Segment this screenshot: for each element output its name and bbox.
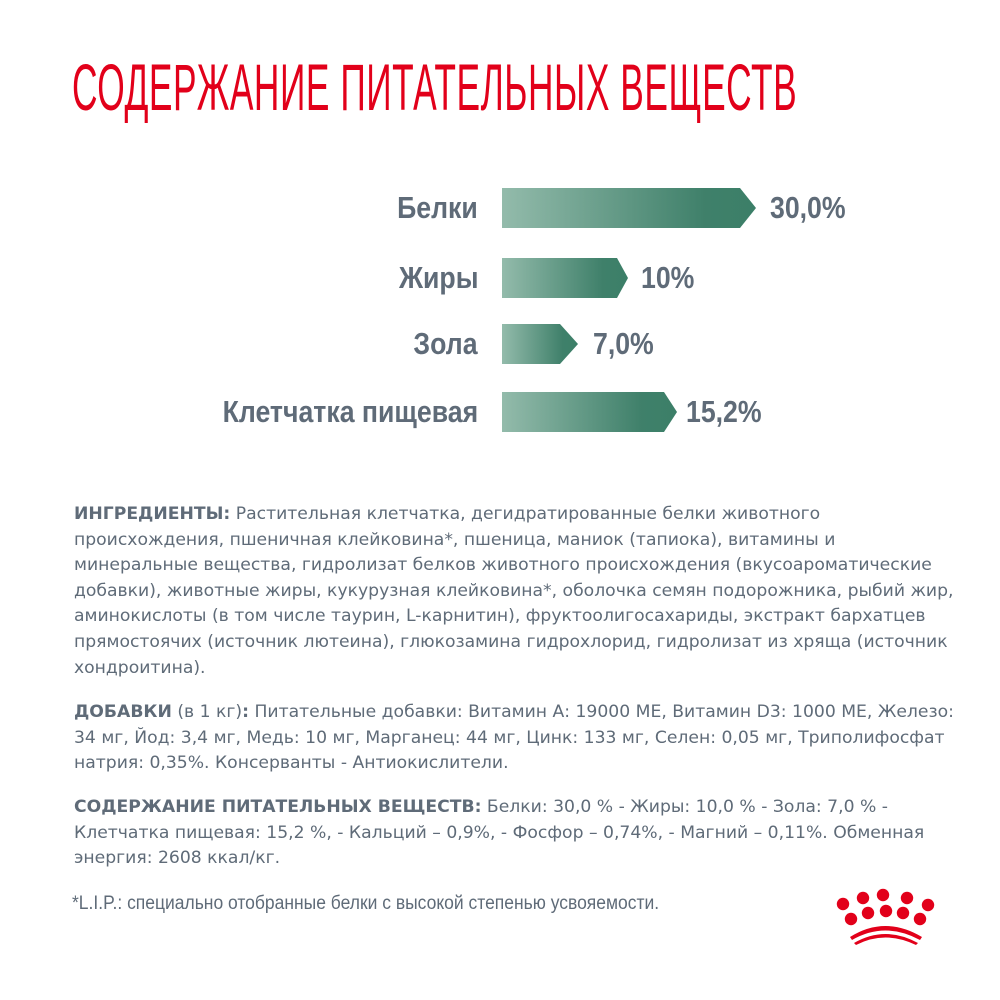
chart-bar-arrow <box>502 258 630 298</box>
additives-section: ДОБАВКИ (в 1 кг): Питательные добавки: В… <box>74 700 954 777</box>
ingredients-text: Растительная клетчатка, дегидратированны… <box>74 504 954 678</box>
nutrients-heading: СОДЕРЖАНИЕ ПИТАТЕЛЬНЫХ ВЕЩЕСТВ: <box>74 797 482 817</box>
chart-label: Клетчатка пищевая <box>222 394 478 429</box>
chart-row-ash: Зола 7,0% <box>0 324 1000 364</box>
nutrients-text: Белки: 30,0 % - Жиры: 10,0 % - Зола: 7,0… <box>74 797 925 869</box>
ingredients-section: ИНГРЕДИЕНТЫ: Растительная клетчатка, дег… <box>74 502 954 681</box>
chart-row-protein: Белки 30,0% <box>0 188 1000 228</box>
additives-colon: : <box>242 702 250 722</box>
page-title-container: СОДЕРЖАНИЕ ПИТАТЕЛЬНЫХ ВЕЩЕСТВ <box>72 50 932 124</box>
royal-canin-crown-icon <box>830 885 942 947</box>
additives-qualifier: (в 1 кг) <box>171 702 243 722</box>
chart-value: 10% <box>641 260 695 295</box>
chart-label: Жиры <box>398 260 478 295</box>
ingredients-heading: ИНГРЕДИЕНТЫ: <box>74 504 231 524</box>
page-title: СОДЕРЖАНИЕ ПИТАТЕЛЬНЫХ ВЕЩЕСТВ <box>72 50 798 124</box>
nutrients-section: СОДЕРЖАНИЕ ПИТАТЕЛЬНЫХ ВЕЩЕСТВ: Белки: 3… <box>74 795 954 872</box>
chart-label: Белки <box>397 190 478 225</box>
footnote: *L.I.P.: специально отобранные белки с в… <box>72 893 660 914</box>
chart-value: 15,2% <box>686 394 762 429</box>
chart-value: 30,0% <box>770 190 846 225</box>
additives-heading: ДОБАВКИ <box>74 702 172 722</box>
additives-text: Питательные добавки: Витамин А: 19000 МЕ… <box>74 702 954 774</box>
chart-label: Зола <box>413 326 478 361</box>
chart-bar-arrow <box>502 188 758 228</box>
chart-bar-arrow <box>502 324 580 364</box>
chart-value: 7,0% <box>593 326 654 361</box>
chart-row-fiber: Клетчатка пищевая 15,2% <box>0 392 1000 432</box>
chart-row-fat: Жиры 10% <box>0 258 1000 298</box>
chart-bar-arrow <box>502 392 680 432</box>
